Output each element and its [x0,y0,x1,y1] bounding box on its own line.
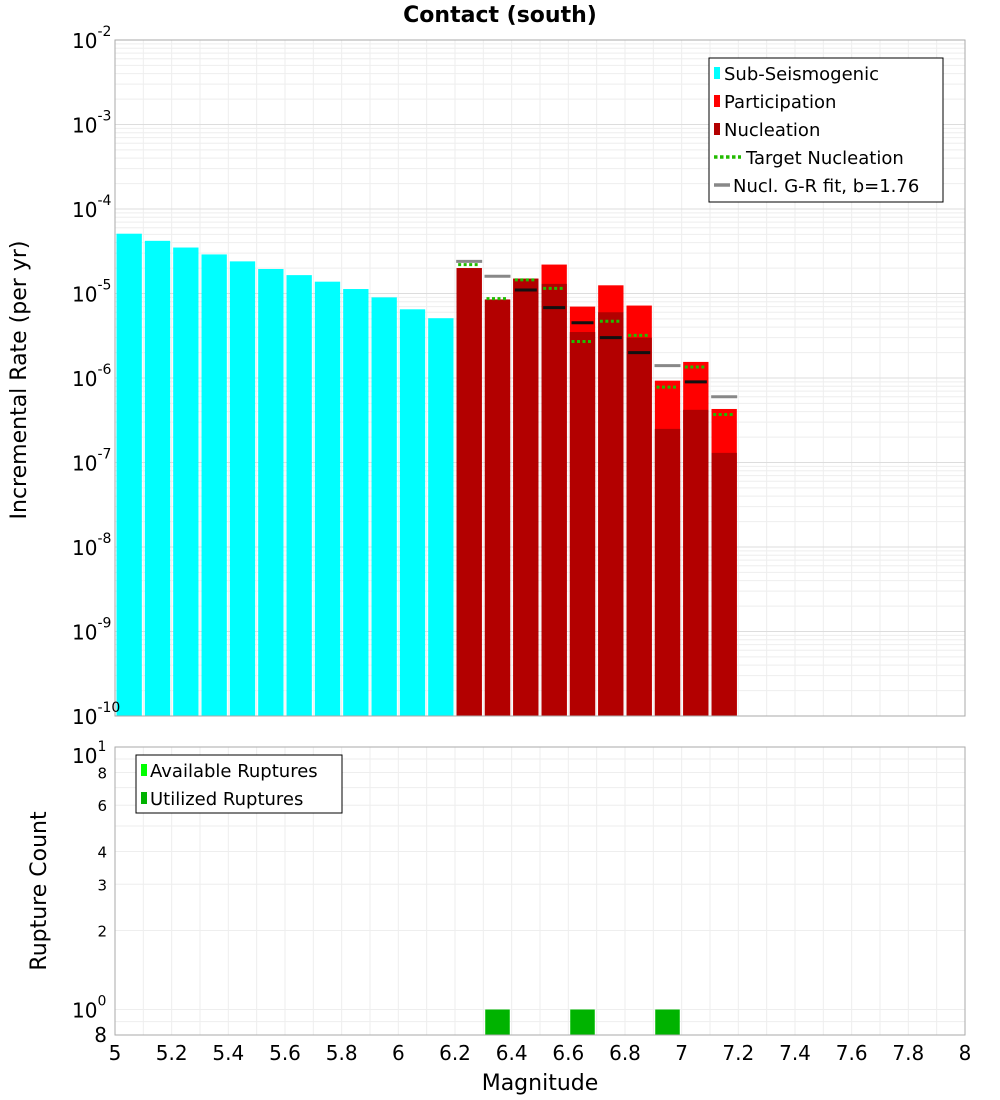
legend-label-sub-seismogenic: Sub-Seismogenic [724,64,879,85]
x-tick-label: 6.8 [609,1041,641,1065]
bottom-y-tick-label: 8 [97,764,107,782]
x-tick-label: 8 [959,1041,972,1065]
top-legend-box [708,57,944,203]
top-y-tick-label: 10-4 [72,193,112,222]
x-tick-label: 6 [392,1041,405,1065]
nucleation-bar [484,299,511,716]
x-tick-label: 5.2 [156,1041,188,1065]
top-y-tick-label: 10-9 [72,616,111,645]
top-legend: Sub-Seismogenic Participation Nucleation… [708,57,944,203]
bottom-y-tick-label: 3 [97,876,107,894]
bottom-y-tick-label: 8 [94,1023,107,1047]
utilized-ruptures-bar [570,1009,595,1035]
sub-seismogenic-bar [314,281,341,716]
nucleation-bar [626,337,652,716]
legend-label-utilized-ruptures: Utilized Ruptures [150,789,303,810]
legend-label-gr-fit: Nucl. G-R fit, b=1.76 [733,176,919,197]
nucleation-bar [654,428,681,716]
top-y-tick-label: 10-6 [72,362,112,391]
nucleation-bar [711,452,737,716]
bottom-y-tick-label: 2 [97,923,107,941]
top-y-tick-label: 10-10 [72,700,120,729]
sub-seismogenic-bar [399,309,426,716]
top-y-tick-label: 10-3 [72,109,111,138]
sub-seismogenic-bar [286,275,312,716]
sub-seismogenic-bar [173,247,199,716]
sub-seismogenic-bar [201,254,227,716]
bottom-marks [485,1009,680,1035]
nucleation-bar [513,278,539,716]
nucleation-bar [456,268,482,716]
x-tick-label: 7.2 [722,1041,754,1065]
x-tick-label: 5.6 [269,1041,301,1065]
utilized-ruptures-bar [485,1009,510,1035]
x-tick-label: 7.8 [892,1041,924,1065]
x-tick-label: 5 [109,1041,122,1065]
x-tick-label: 6.2 [439,1041,471,1065]
top-y-tick-label: 10-8 [72,531,111,560]
legend-label-participation: Participation [724,92,836,113]
nucleation-bar [541,283,567,716]
x-tick-label: 7 [675,1041,688,1065]
top-y-axis-ticks: 10-10 10-9 10-8 10-7 10-6 10-5 10-4 10-3 10-2 [72,24,120,729]
sub-seismogenic-bar [144,240,171,716]
sub-seismogenic-bar [428,318,454,716]
bottom-y-axis-label: Rupture Count [27,811,52,971]
legend-label-available-ruptures: Available Ruptures [150,761,318,782]
top-y-tick-label: 10-5 [72,278,111,307]
bottom-y-tick-label: 6 [97,797,107,815]
sub-seismogenic-bar [116,233,142,716]
legend-label-nucleation: Nucleation [724,120,820,141]
sub-seismogenic-bar [258,268,284,716]
sub-seismogenic-bar [229,261,256,716]
legend-swatch-available-ruptures [141,764,147,776]
x-tick-label: 6.4 [496,1041,528,1065]
x-axis-label: Magnitude [482,1071,599,1096]
x-tick-label: 5.4 [212,1041,244,1065]
bottom-legend-box [135,754,343,814]
nucleation-bar [683,409,709,716]
nucleation-bar [598,312,624,716]
x-tick-label: 5.8 [326,1041,358,1065]
bottom-plot-frame [114,746,966,1036]
x-axis-ticks: 5 5.2 5.4 5.6 5.8 6 6.2 6.4 6.6 6.8 7 7.2 7.4 7.6 7.8 8 [109,1041,972,1065]
sub-seismogenic-bar [371,297,397,716]
legend-swatch-participation [714,95,720,107]
bottom-y-tick-label: 101 [72,739,106,768]
bottom-y-tick-label: 4 [97,843,107,861]
legend-label-target-nucleation: Target Nucleation [745,148,904,169]
legend-swatch-nucleation [714,123,720,135]
top-y-tick-label: 10-2 [72,24,111,53]
x-tick-label: 6.6 [552,1041,584,1065]
top-y-tick-label: 10-7 [72,447,111,476]
chart-title: Contact (south) [403,3,597,28]
bottom-legend: Available Ruptures Utilized Ruptures [135,754,343,814]
nucleation-bar [569,332,596,716]
top-marks [116,233,738,716]
top-y-axis-label: Incremental Rate (per yr) [7,241,32,520]
top-plot-frame [114,39,966,717]
legend-swatch-utilized-ruptures [141,792,147,804]
x-tick-label: 7.4 [779,1041,811,1065]
sub-seismogenic-bar [343,289,369,716]
x-tick-label: 7.6 [836,1041,868,1065]
legend-swatch-sub-seismogenic [714,67,720,79]
bottom-y-tick-label: 100 [72,994,106,1023]
utilized-ruptures-bar [655,1009,680,1035]
